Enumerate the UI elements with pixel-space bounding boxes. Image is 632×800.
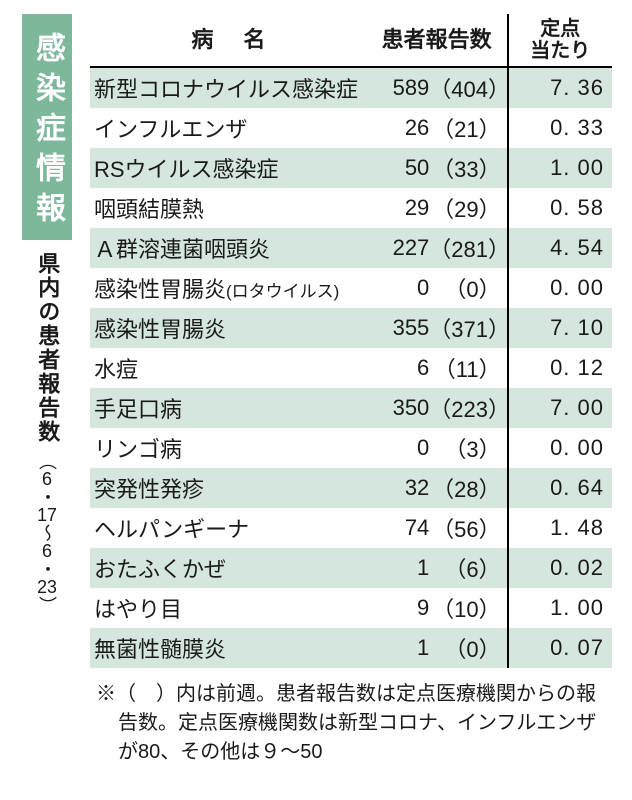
cell-prev: （6） — [429, 548, 507, 588]
cell-name: ヘルパンギーナ — [90, 508, 367, 548]
cell-prev: （281） — [429, 228, 507, 268]
cell-count: 355 — [367, 308, 430, 348]
table-row: 無菌性髄膜炎1（0）0. 07 — [90, 628, 612, 668]
cell-prev: （3） — [429, 428, 507, 468]
cell-rate: 0. 00 — [508, 428, 612, 468]
table-row: Ａ群溶連菌咽頭炎227（281）4. 54 — [90, 228, 612, 268]
cell-name: Ａ群溶連菌咽頭炎 — [90, 228, 367, 268]
cell-prev: （371） — [429, 308, 507, 348]
cell-prev: （28） — [429, 468, 507, 508]
cell-name: 無菌性髄膜炎 — [90, 628, 367, 668]
cell-prev: （29） — [429, 188, 507, 228]
cell-rate: 0. 58 — [508, 188, 612, 228]
cell-prev: （404） — [429, 67, 507, 108]
table-row: 感染性胃腸炎(ロタウイルス)0（0）0. 00 — [90, 268, 612, 308]
cell-name: リンゴ病 — [90, 428, 367, 468]
cell-name: RSウイルス感染症 — [90, 148, 367, 188]
cell-prev: （0） — [429, 628, 507, 668]
cell-count: 1 — [367, 548, 430, 588]
cell-rate: 0. 07 — [508, 628, 612, 668]
cell-rate: 7. 00 — [508, 388, 612, 428]
table-row: 感染性胃腸炎355（371）7. 10 — [90, 308, 612, 348]
cell-name: 手足口病 — [90, 388, 367, 428]
sidebar: 感染症情報 県内の患者報告数 （6・17〜6・23） — [12, 14, 82, 773]
cell-rate: 0. 12 — [508, 348, 612, 388]
cell-prev: （223） — [429, 388, 507, 428]
cell-count: 589 — [367, 67, 430, 108]
table-row: 咽頭結膜熱29（29）0. 58 — [90, 188, 612, 228]
table-row: RSウイルス感染症50（33）1. 00 — [90, 148, 612, 188]
cell-rate: 1. 48 — [508, 508, 612, 548]
cell-count: 0 — [367, 268, 430, 308]
title-box: 感染症情報 — [22, 14, 72, 240]
cell-rate: 1. 00 — [508, 148, 612, 188]
table-row: インフルエンザ26（21）0. 33 — [90, 108, 612, 148]
cell-count: 26 — [367, 108, 430, 148]
subtitle: 県内の患者報告数 — [34, 252, 60, 444]
table-row: はやり目9（10）1. 00 — [90, 588, 612, 628]
cell-name: 突発性発疹 — [90, 468, 367, 508]
rate-hdr-line1: 定点 — [509, 18, 612, 40]
cell-rate: 0. 02 — [508, 548, 612, 588]
table-row: 手足口病350（223）7. 00 — [90, 388, 612, 428]
date-range: （6・17〜6・23） — [34, 452, 60, 614]
cell-name: 新型コロナウイルス感染症 — [90, 67, 367, 108]
cell-count: 50 — [367, 148, 430, 188]
table-row: 水痘6（11）0. 12 — [90, 348, 612, 388]
cell-rate: 0. 64 — [508, 468, 612, 508]
cell-prev: （21） — [429, 108, 507, 148]
cell-prev: （10） — [429, 588, 507, 628]
cell-count: 32 — [367, 468, 430, 508]
infection-table: 病名 患者報告数 定点 当たり 新型コロナウイルス感染症589（404）7. 3… — [90, 14, 612, 668]
table-row: 突発性発疹32（28）0. 64 — [90, 468, 612, 508]
col-header-rate: 定点 当たり — [508, 14, 612, 67]
cell-rate: 1. 00 — [508, 588, 612, 628]
cell-count: 0 — [367, 428, 430, 468]
cell-rate: 0. 33 — [508, 108, 612, 148]
cell-name: おたふくかぜ — [90, 548, 367, 588]
cell-prev: （0） — [429, 268, 507, 308]
cell-prev: （56） — [429, 508, 507, 548]
cell-count: 1 — [367, 628, 430, 668]
table-row: 新型コロナウイルス感染症589（404）7. 36 — [90, 67, 612, 108]
cell-count: 29 — [367, 188, 430, 228]
cell-count: 6 — [367, 348, 430, 388]
col-header-count: 患者報告数 — [367, 14, 508, 67]
cell-count: 74 — [367, 508, 430, 548]
cell-prev: （33） — [429, 148, 507, 188]
cell-name: 水痘 — [90, 348, 367, 388]
cell-name: 感染性胃腸炎 — [90, 308, 367, 348]
cell-rate: 4. 54 — [508, 228, 612, 268]
table-row: おたふくかぜ1（6）0. 02 — [90, 548, 612, 588]
cell-count: 350 — [367, 388, 430, 428]
cell-prev: （11） — [429, 348, 507, 388]
cell-name: 咽頭結膜熱 — [90, 188, 367, 228]
footnote: ※（ ）内は前週。患者報告数は定点医療機関からの報告数。定点医療機関数は新型コロ… — [90, 668, 612, 773]
table-row: リンゴ病0（3）0. 00 — [90, 428, 612, 468]
cell-name: インフルエンザ — [90, 108, 367, 148]
col-header-name: 病名 — [90, 14, 367, 67]
cell-count: 9 — [367, 588, 430, 628]
cell-name: 感染性胃腸炎(ロタウイルス) — [90, 268, 367, 308]
cell-name: はやり目 — [90, 588, 367, 628]
cell-count: 227 — [367, 228, 430, 268]
cell-rate: 7. 36 — [508, 67, 612, 108]
table-row: ヘルパンギーナ74（56）1. 48 — [90, 508, 612, 548]
cell-rate: 0. 00 — [508, 268, 612, 308]
cell-rate: 7. 10 — [508, 308, 612, 348]
rate-hdr-line2: 当たり — [509, 40, 612, 62]
